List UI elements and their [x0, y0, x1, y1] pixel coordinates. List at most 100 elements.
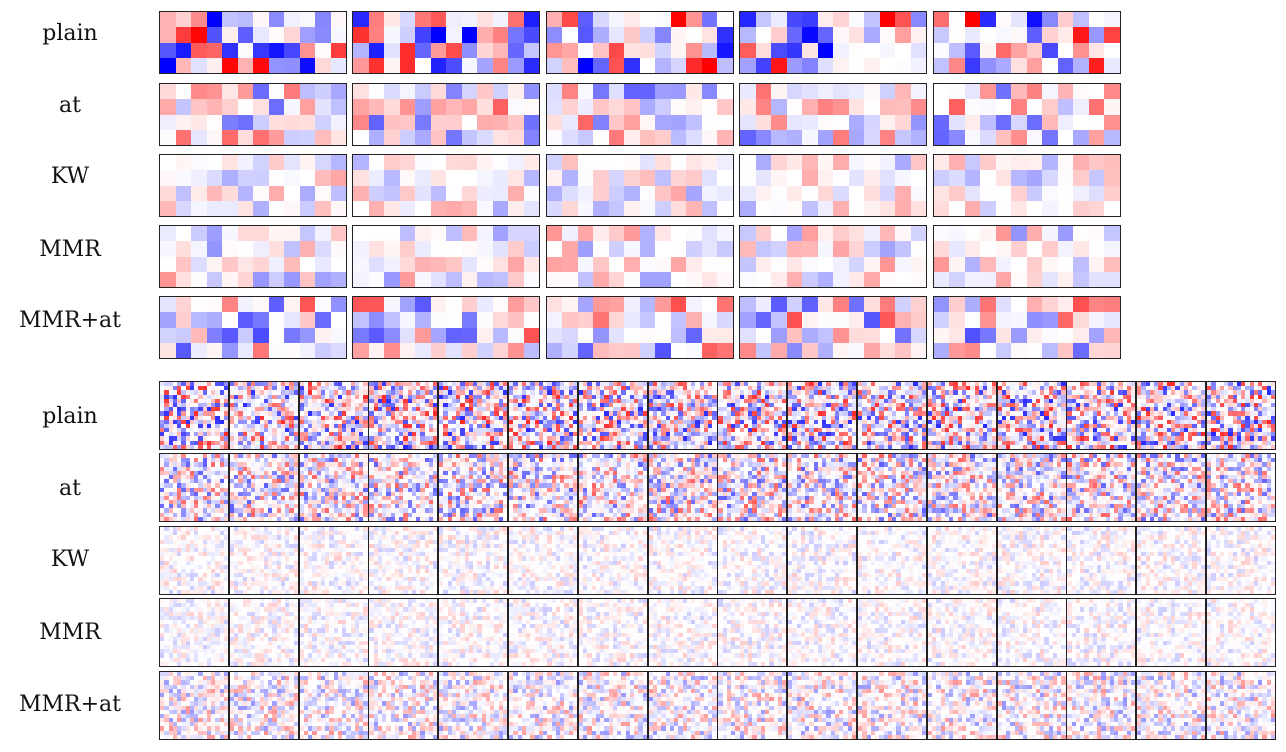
- heatmap-cell: [229, 394, 235, 399]
- heatmap-cell: [760, 432, 766, 437]
- heatmap-cell: [1071, 419, 1076, 424]
- heatmap-cell: [686, 185, 702, 201]
- heatmap-cell: [555, 444, 560, 449]
- heatmap-cell: [1158, 423, 1163, 429]
- heatmap-cell: [521, 386, 526, 391]
- heatmap-cell: [443, 386, 448, 391]
- heatmap-cell: [1075, 419, 1081, 424]
- heatmap-cell: [315, 12, 331, 28]
- heatmap-cell: [189, 411, 194, 416]
- heatmap-cell: [1122, 398, 1127, 403]
- heatmap-cell: [1031, 436, 1036, 441]
- heatmap-cell: [782, 407, 787, 412]
- heatmap-cell: [669, 386, 675, 391]
- heatmap-cell: [777, 390, 783, 395]
- heatmap-cell: [369, 390, 374, 395]
- heatmap-cell: [229, 423, 235, 429]
- heatmap-cell: [830, 419, 835, 424]
- heatmap-cell: [211, 394, 216, 399]
- heatmap-cell: [194, 402, 199, 408]
- heatmap-cell: [415, 271, 431, 287]
- heatmap-cell: [189, 423, 194, 429]
- heatmap-cell: [595, 419, 601, 424]
- heatmap-cell: [691, 386, 696, 391]
- heatmap-cell: [826, 444, 831, 449]
- heatmap-cell: [1035, 382, 1041, 387]
- heatmap-cell: [342, 432, 347, 437]
- heatmap-cell: [1154, 419, 1159, 424]
- heatmap-cell: [492, 241, 509, 257]
- heatmap-cell: [293, 390, 298, 395]
- heatmap-cell: [464, 444, 469, 449]
- heatmap-cell: [718, 440, 723, 445]
- heatmap-cell: [701, 327, 718, 343]
- heatmap-cell: [703, 394, 709, 399]
- heatmap-cell: [904, 415, 909, 420]
- heatmap-cell: [276, 415, 281, 420]
- heatmap-cell: [839, 415, 844, 420]
- heatmap-cell: [246, 440, 252, 445]
- heatmap-cell: [1131, 386, 1136, 391]
- heatmap-cell: [851, 411, 857, 416]
- heatmap-cell: [551, 411, 556, 416]
- heatmap-cell: [521, 428, 526, 433]
- heatmap-cell: [817, 57, 834, 73]
- heatmap-cell: [933, 57, 950, 73]
- heatmap-cell: [731, 398, 736, 403]
- heatmap-cell: [900, 436, 905, 441]
- heatmap-cell: [974, 390, 979, 395]
- heatmap-cell: [864, 200, 880, 216]
- heatmap-cell: [1109, 394, 1115, 399]
- heatmap-cell: [420, 398, 425, 403]
- heatmap-cell: [272, 407, 277, 412]
- heatmap-cell: [866, 382, 871, 387]
- heatmap-cell: [521, 415, 526, 420]
- heatmap-cell: [1018, 419, 1024, 424]
- heatmap-cell: [940, 419, 945, 424]
- heatmap-cell: [712, 402, 717, 408]
- heatmap-cell: [194, 423, 199, 429]
- heatmap-cell: [1075, 428, 1081, 433]
- heatmap-cell: [1001, 440, 1007, 445]
- heatmap-cell: [363, 394, 368, 399]
- heatmap-cell: [1131, 402, 1136, 408]
- heatmap-cell: [974, 398, 979, 403]
- heatmap-cell: [887, 398, 892, 403]
- heatmap-cell: [172, 428, 177, 433]
- heatmap-cell: [1175, 402, 1180, 408]
- heatmap-cell: [215, 436, 220, 441]
- heatmap-cell: [669, 444, 675, 449]
- heatmap-cell: [430, 241, 447, 257]
- heatmap-cell: [234, 386, 239, 391]
- heatmap-cell: [1196, 398, 1201, 403]
- heatmap-cell: [433, 440, 438, 445]
- heatmap-cell: [268, 42, 284, 58]
- heatmap-cell: [1109, 440, 1115, 445]
- heatmap-cell: [608, 444, 613, 449]
- heatmap-cell: [251, 423, 256, 429]
- heatmap-cell: [215, 415, 220, 420]
- heatmap-panel: [159, 83, 347, 146]
- heatmap-cell: [189, 394, 194, 399]
- heatmap-cell: [625, 386, 630, 391]
- heatmap-cell: [661, 394, 666, 399]
- heatmap-cell: [1026, 226, 1043, 242]
- heatmap-cell: [608, 155, 625, 171]
- heatmap-cell: [726, 394, 732, 399]
- heatmap-cell: [160, 241, 176, 257]
- heatmap-cell: [521, 419, 526, 424]
- heatmap-cell: [910, 271, 927, 287]
- heatmap-cell: [1101, 444, 1106, 449]
- heatmap-cell: [879, 271, 896, 287]
- heatmap-cell: [382, 423, 387, 429]
- heatmap-cell: [424, 436, 429, 441]
- heatmap-cell: [752, 440, 757, 445]
- heatmap-cell: [194, 419, 199, 424]
- heatmap-cell: [629, 407, 635, 412]
- heatmap-cell: [526, 390, 531, 395]
- heatmap-cell: [964, 297, 981, 313]
- heatmap-cell: [1057, 256, 1074, 272]
- heatmap-cell: [980, 342, 996, 358]
- heatmap-cell: [564, 423, 569, 429]
- heatmap-cell: [276, 390, 281, 395]
